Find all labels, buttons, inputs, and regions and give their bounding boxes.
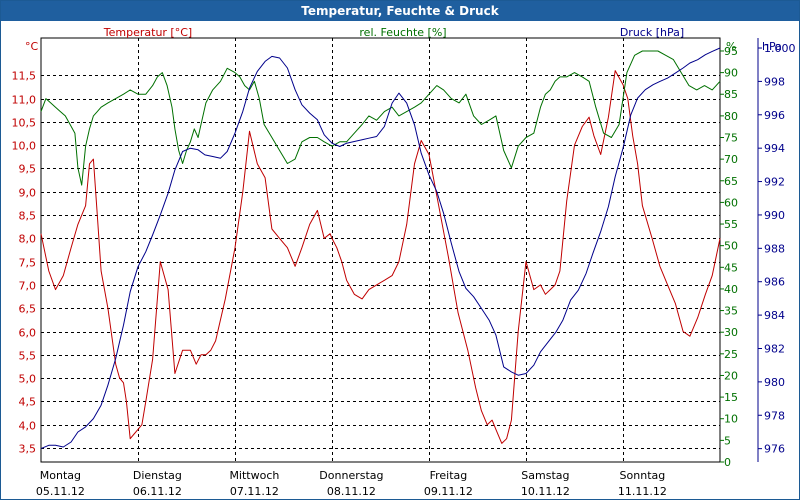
humidity-unit-label: %: [726, 40, 736, 53]
pressure-tick-label: 986: [764, 276, 785, 289]
axis-layer: °C % hPa Temperatur [°C] rel. Feuchte [%…: [12, 26, 796, 498]
legend-pressure: Druck [hPa]: [620, 26, 684, 39]
pressure-tick-label: 990: [764, 209, 785, 222]
temperature-tick-label: 8,0: [19, 233, 37, 246]
temperature-tick-label: 10,0: [12, 140, 37, 153]
legend-temperature: Temperatur [°C]: [103, 26, 192, 39]
humidity-tick-label: 25: [724, 348, 738, 361]
humidity-tick-label: 55: [724, 218, 738, 231]
date-label: 08.11.12: [327, 485, 376, 498]
temperature-tick-label: 5,5: [19, 350, 37, 363]
pressure-tick-label: 984: [764, 309, 785, 322]
temperature-line: [40, 70, 721, 444]
day-label: Mittwoch: [229, 469, 279, 482]
pressure-tick-label: 994: [764, 142, 785, 155]
humidity-tick-label: 35: [724, 305, 738, 318]
humidity-tick-label: 5: [724, 434, 731, 447]
humidity-tick-label: 40: [724, 283, 738, 296]
pressure-tick-label: 1.000: [764, 42, 796, 55]
pressure-tick-label: 982: [764, 342, 785, 355]
humidity-tick-label: 30: [724, 326, 738, 339]
humidity-line: [40, 50, 721, 186]
date-label: 09.11.12: [424, 485, 473, 498]
day-label: Sonntag: [620, 469, 666, 482]
humidity-tick-label: 85: [724, 88, 738, 101]
pressure-tick-label: 998: [764, 75, 785, 88]
humidity-tick-label: 75: [724, 132, 738, 145]
pressure-tick-label: 992: [764, 176, 785, 189]
temperature-tick-label: 7,0: [19, 280, 37, 293]
temperature-tick-label: 9,0: [19, 187, 37, 200]
day-label: Freitag: [430, 469, 468, 482]
temperature-tick-label: 6,0: [19, 327, 37, 340]
humidity-tick-label: 15: [724, 391, 738, 404]
humidity-tick-label: 20: [724, 369, 738, 382]
humidity-tick-label: 45: [724, 261, 738, 274]
legend-humidity: rel. Feuchte [%]: [359, 26, 446, 39]
pressure-tick-label: 996: [764, 109, 785, 122]
temperature-tick-label: 11,5: [12, 70, 37, 83]
temperature-unit-label: °C: [25, 40, 39, 53]
humidity-tick-label: 60: [724, 196, 738, 209]
humidity-tick-label: 50: [724, 240, 738, 253]
day-label: Samstag: [521, 469, 569, 482]
temperature-tick-label: 10,5: [12, 117, 37, 130]
temperature-tick-label: 7,5: [19, 257, 37, 270]
temperature-tick-label: 4,5: [19, 396, 37, 409]
temperature-tick-label: 9,5: [19, 163, 37, 176]
temperature-tick-label: 11,0: [12, 94, 37, 107]
date-label: 07.11.12: [230, 485, 279, 498]
day-label: Dienstag: [133, 469, 182, 482]
date-label: 11.11.12: [618, 485, 667, 498]
pressure-tick-label: 988: [764, 242, 785, 255]
pressure-unit-label: hPa: [762, 40, 782, 53]
pressure-line: [40, 47, 721, 450]
plot-border: [40, 37, 721, 463]
temperature-tick-label: 3,5: [19, 443, 37, 456]
temperature-tick-label: 8,5: [19, 210, 37, 223]
date-label: 06.11.12: [133, 485, 182, 498]
date-label: 10.11.12: [521, 485, 570, 498]
humidity-tick-label: 10: [724, 413, 738, 426]
temperature-tick-label: 6,5: [19, 303, 37, 316]
day-label: Donnerstag: [319, 469, 383, 482]
temperature-tick-label: 4,0: [19, 420, 37, 433]
humidity-tick-label: 80: [724, 110, 738, 123]
humidity-tick-label: 0: [724, 456, 731, 469]
day-label: Montag: [40, 469, 81, 482]
humidity-tick-label: 90: [724, 67, 738, 80]
humidity-tick-label: 95: [724, 45, 738, 58]
temperature-tick-label: 5,0: [19, 373, 37, 386]
humidity-tick-label: 70: [724, 153, 738, 166]
pressure-tick-label: 980: [764, 376, 785, 389]
series-layer: [40, 47, 721, 450]
grid-layer: [40, 37, 721, 463]
pressure-tick-label: 976: [764, 443, 785, 456]
date-label: 05.11.12: [36, 485, 85, 498]
window-title: Temperatur, Feuchte & Druck: [1, 1, 799, 21]
humidity-tick-label: 65: [724, 175, 738, 188]
pressure-tick-label: 978: [764, 409, 785, 422]
